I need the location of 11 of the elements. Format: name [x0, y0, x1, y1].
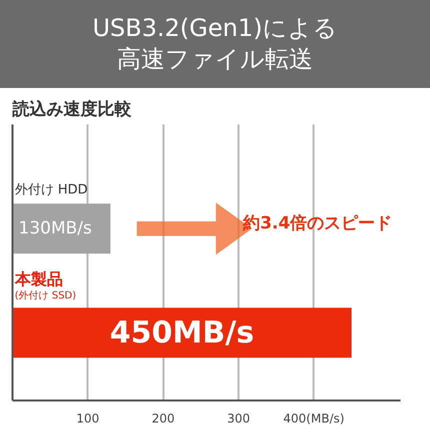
y-tick-label: 本製品 (外付け SSD)	[14, 270, 76, 302]
x-tick-label: 200	[152, 412, 175, 426]
y-tick-label: 外付け HDD	[14, 182, 88, 198]
x-tick-label: 300	[227, 412, 250, 426]
chart-title: USB3.2(Gen1)による高速ファイル転送	[91, 12, 338, 75]
data-label: 450MB/s	[110, 315, 254, 350]
x-tick-label: 400(MB/s)	[283, 412, 344, 426]
chart-subtitle: 読込み速度比較	[12, 100, 132, 120]
data-label: 130MB/s	[18, 218, 92, 239]
annotation: 約3.4倍のスピード	[242, 213, 392, 234]
x-tick-label: 100	[76, 412, 100, 426]
